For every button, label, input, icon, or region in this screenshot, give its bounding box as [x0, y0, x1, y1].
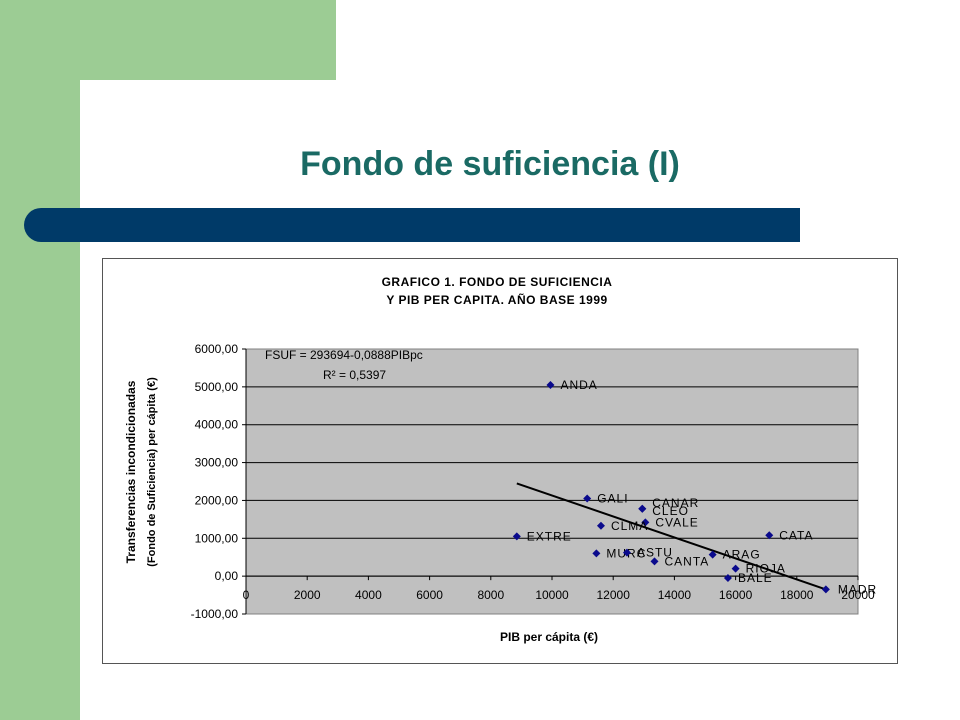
scatter-chart: GRAFICO 1. FONDO DE SUFICIENCIA Y PIB PE… [124, 275, 877, 644]
chart-frame: GRAFICO 1. FONDO DE SUFICIENCIA Y PIB PE… [102, 258, 898, 664]
data-point-label: ANDA [560, 378, 597, 392]
y-tick-label: 1000,00 [195, 531, 239, 545]
trendline [516, 482, 827, 591]
x-tick-label: 12000 [597, 588, 631, 602]
data-point-marker [638, 504, 647, 513]
x-tick-label: 18000 [780, 588, 814, 602]
data-point-marker [821, 585, 830, 594]
data-point-label: EXTRE [527, 529, 572, 543]
y-tick-label: -1000,00 [191, 607, 239, 621]
x-axis-label: PIB per cápita (€) [500, 630, 598, 644]
data-point-marker [622, 548, 631, 557]
x-tick-label: 16000 [719, 588, 753, 602]
x-tick-label: 8000 [477, 588, 504, 602]
data-point-marker [650, 557, 659, 566]
y-tick-label: 6000,00 [195, 342, 239, 356]
data-point-marker [731, 564, 740, 573]
x-tick-label: 2000 [294, 588, 321, 602]
data-point-label: CATA [779, 528, 813, 542]
data-point-marker [723, 574, 732, 583]
regression-equation: FSUF = 293694-0,0888PIBpc [265, 348, 423, 362]
title-underline-bar [24, 208, 800, 242]
data-point-marker [765, 531, 774, 540]
x-tick-label: 4000 [355, 588, 382, 602]
data-point-label: CANTA [665, 554, 710, 568]
y-axis-label-line1: Transferencias incondicionadas [124, 380, 138, 563]
top-green-band [0, 0, 336, 80]
r-squared-label: R² = 0,5397 [323, 368, 386, 382]
data-point-label: BALE [738, 571, 773, 585]
x-tick-label: 20000 [841, 588, 875, 602]
data-point-label: CANAR [652, 496, 699, 510]
content-corner [80, 80, 140, 140]
data-point-label: ASTU [637, 546, 673, 560]
data-point-marker [708, 550, 717, 559]
data-point-label: MADR [838, 582, 877, 596]
x-tick-label: 6000 [416, 588, 443, 602]
data-point-label: CLMA [611, 519, 648, 533]
y-tick-label: 5000,00 [195, 380, 239, 394]
slide-title: Fondo de suficiencia (I) [300, 145, 680, 183]
x-tick-label: 10000 [535, 588, 569, 602]
x-tick-label: 0 [243, 588, 250, 602]
data-point-marker [641, 518, 650, 527]
plot-background [245, 348, 859, 615]
data-point-marker [596, 521, 605, 530]
data-point-marker [592, 549, 601, 558]
data-point-label: RIOJA [746, 562, 786, 576]
y-tick-label: 0,00 [215, 569, 239, 583]
chart-title: GRAFICO 1. FONDO DE SUFICIENCIA [382, 275, 613, 289]
x-tick-label: 14000 [658, 588, 692, 602]
y-tick-label: 3000,00 [195, 456, 239, 470]
data-point-marker [583, 494, 592, 503]
data-point-label: GALI [597, 492, 628, 506]
data-point-label: ARAG [723, 548, 761, 562]
y-axis-label-line2: (Fondo de Suficiencia) per cápita (€) [146, 377, 158, 567]
data-point-marker [512, 532, 521, 541]
data-point-marker [546, 380, 555, 389]
data-point-label: CLEO [652, 504, 689, 518]
chart-subtitle: Y PIB PER CAPITA. AÑO BASE 1999 [386, 292, 607, 307]
y-tick-label: 2000,00 [195, 493, 239, 507]
data-point-label: CVALE [655, 515, 698, 529]
y-tick-label: 4000,00 [195, 418, 239, 432]
left-green-band [0, 0, 80, 720]
